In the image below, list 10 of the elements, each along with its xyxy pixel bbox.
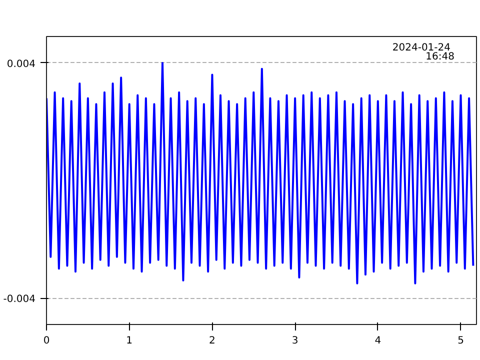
annotation: 2024-01-24 16:48	[392, 42, 455, 62]
x-tick-label: 0	[43, 336, 50, 346]
x-tick-label: 2	[209, 336, 216, 346]
x-tick-label: 3	[292, 336, 298, 346]
y-tick-label: -0.004	[3, 294, 36, 306]
x-tick-label: 4	[374, 336, 382, 346]
y-tick-label: 0.004	[6, 58, 36, 70]
x-tick-label: 5	[458, 336, 464, 346]
line-series	[46, 62, 474, 284]
x-tick-label: 1	[126, 336, 133, 346]
